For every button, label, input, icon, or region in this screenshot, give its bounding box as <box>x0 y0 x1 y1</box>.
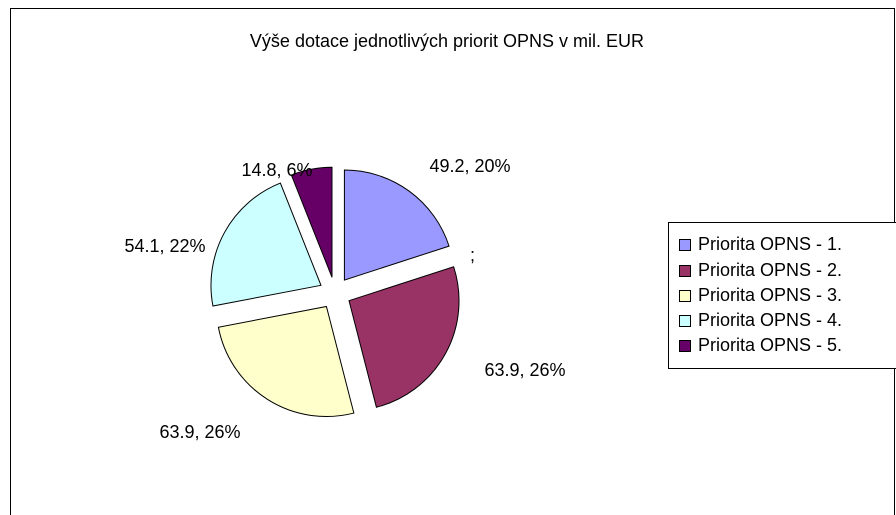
pie-slice <box>343 169 450 281</box>
legend-label: Priorita OPNS - 2. <box>698 260 842 280</box>
legend-swatch <box>679 340 691 352</box>
legend-label: Priorita OPNS - 4. <box>698 310 842 330</box>
data-label: 63.9, 26% <box>159 422 240 442</box>
pie-slice <box>290 166 333 278</box>
pie-slice <box>217 305 355 417</box>
chart-title: Výše dotace jednotlivých priorit OPNS v … <box>250 31 644 51</box>
legend-swatch <box>679 290 691 302</box>
data-label: 14.8, 6% <box>241 160 312 180</box>
annotation: ; <box>470 245 475 265</box>
legend-label: Priorita OPNS - 5. <box>698 335 842 355</box>
pie-slice <box>348 266 460 408</box>
data-label: 54.1, 22% <box>124 236 205 256</box>
legend-swatch <box>679 239 691 251</box>
pie-slice <box>210 182 322 307</box>
data-label: 63.9, 26% <box>484 360 565 380</box>
legend-box <box>668 222 896 369</box>
legend-swatch <box>679 315 691 327</box>
legend-label: Priorita OPNS - 1. <box>698 234 842 254</box>
legend-label: Priorita OPNS - 3. <box>698 285 842 305</box>
legend-swatch <box>679 265 691 277</box>
data-label: 49.2, 20% <box>429 156 510 176</box>
